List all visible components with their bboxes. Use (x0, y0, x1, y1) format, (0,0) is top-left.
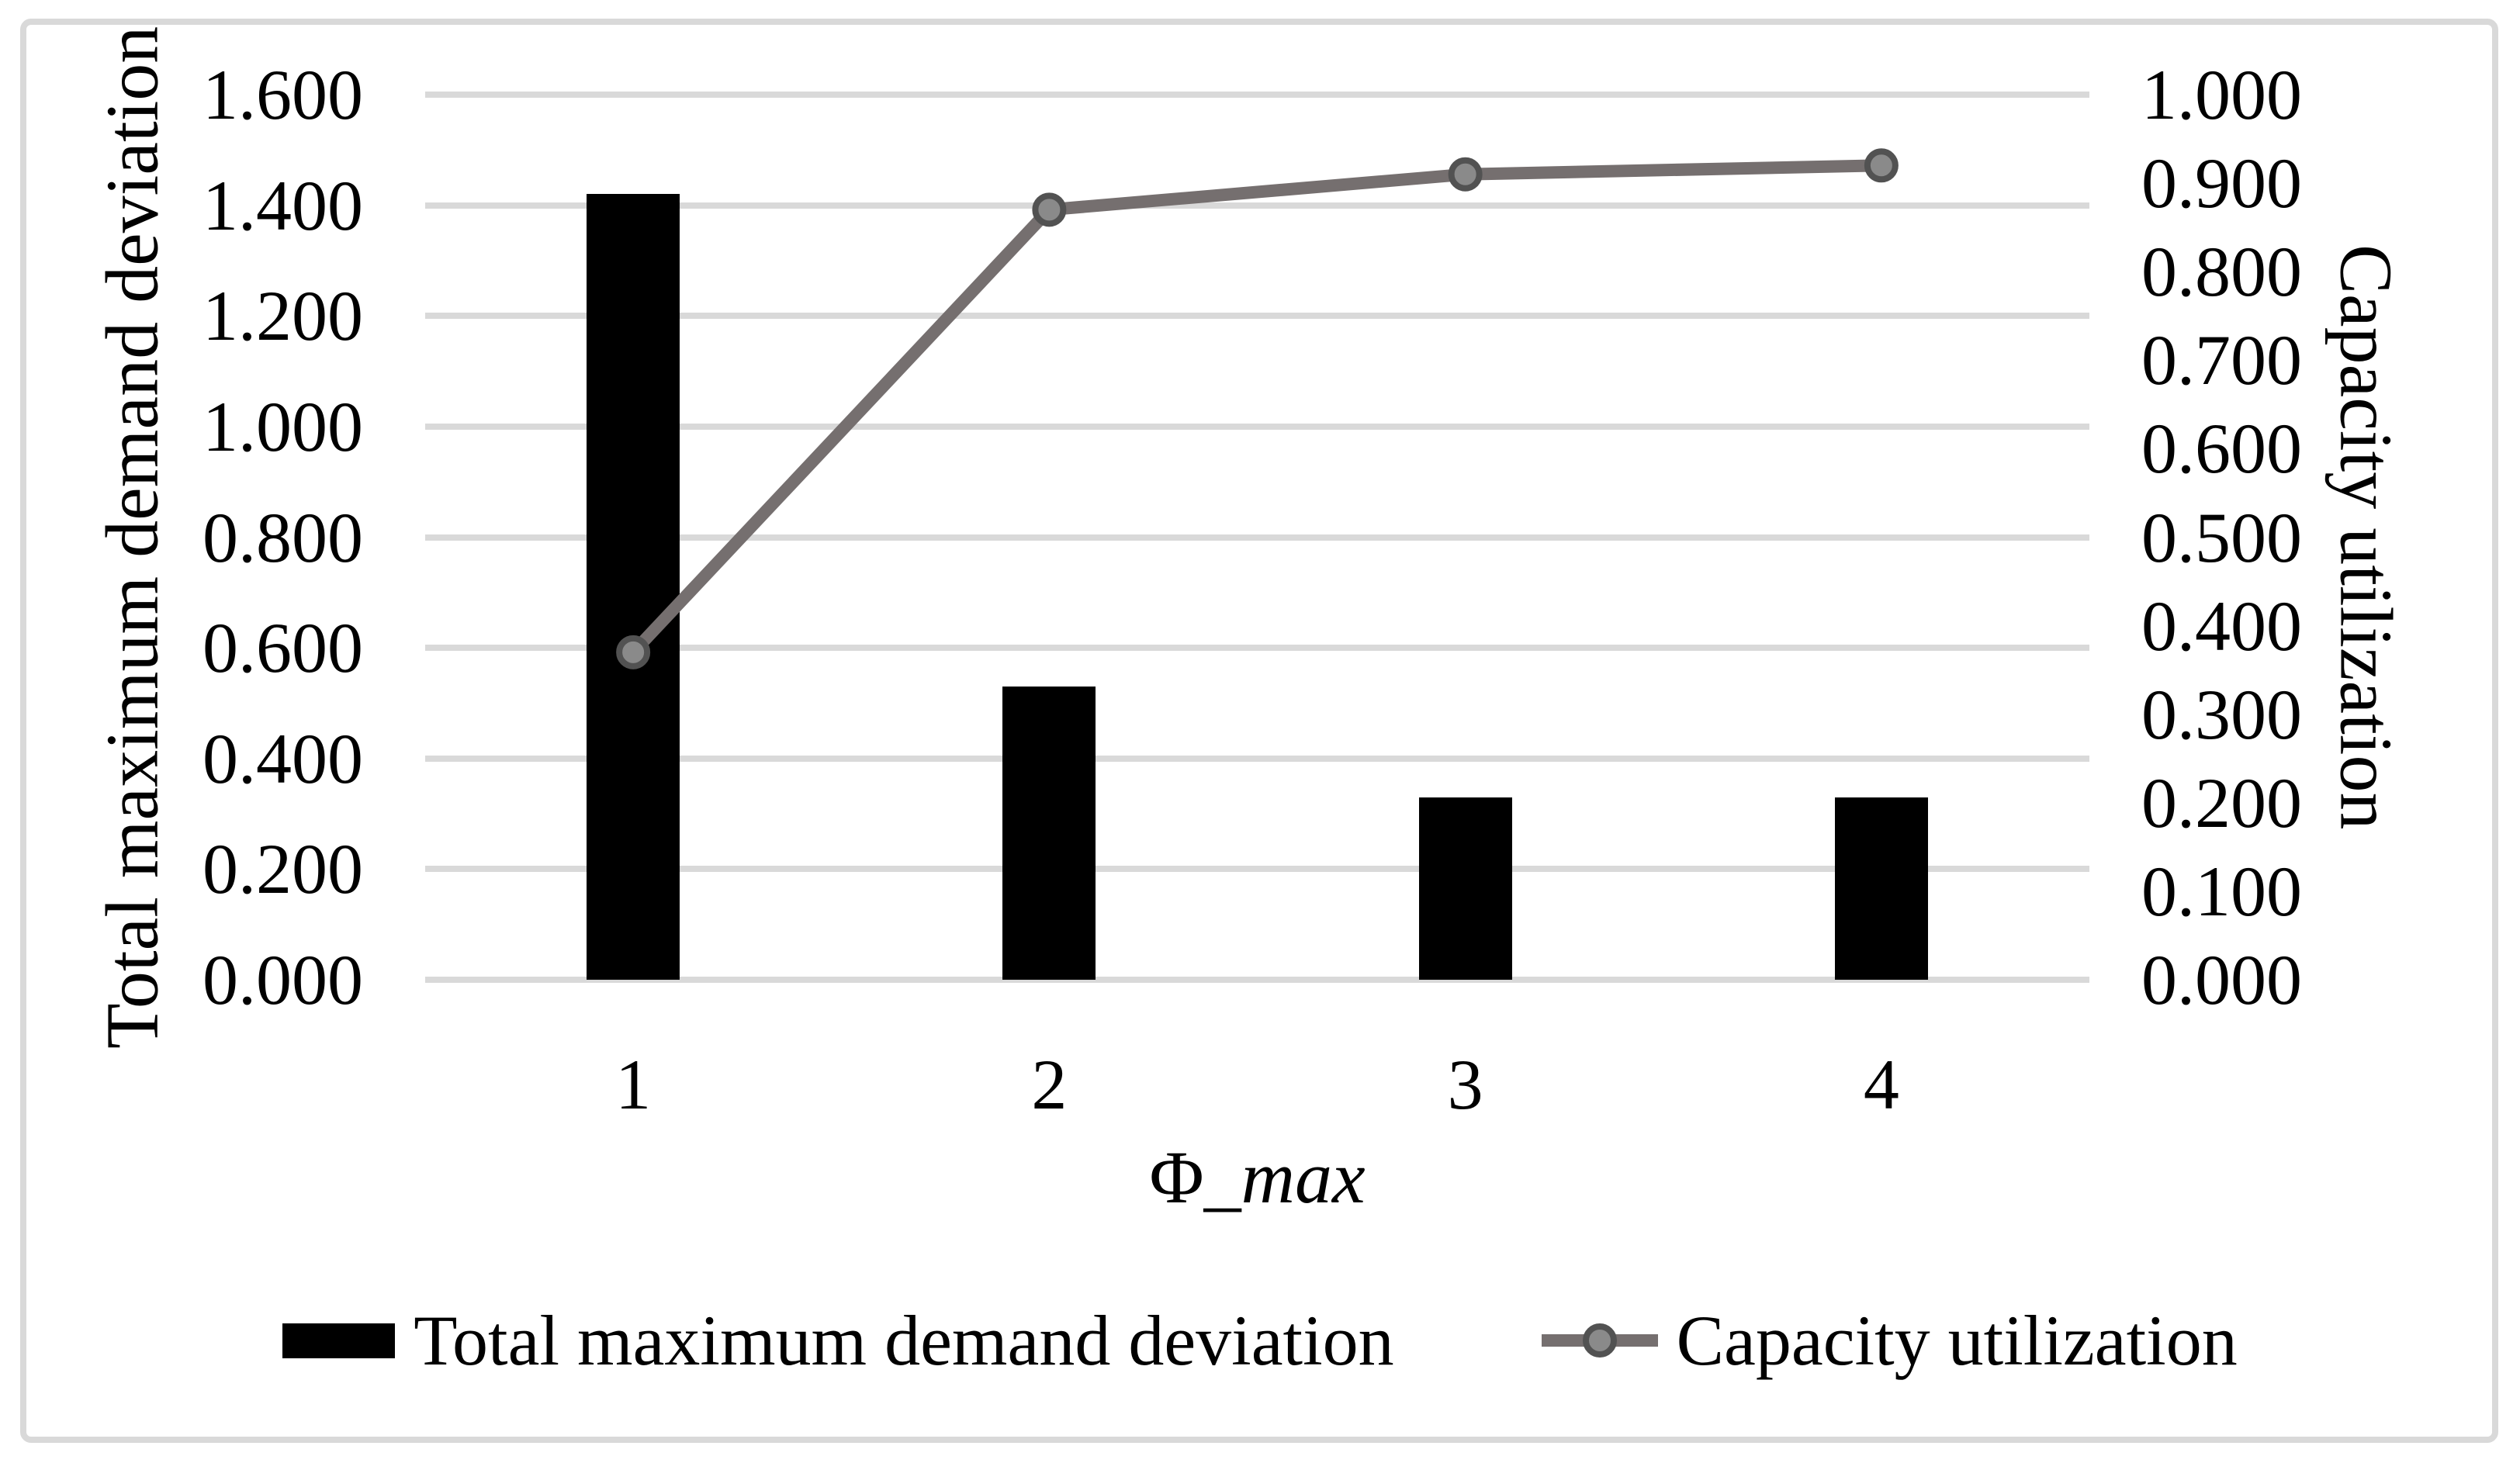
right-axis-tick-label: 0.100 (2141, 851, 2302, 931)
bar-2 (1002, 687, 1096, 980)
gridline (425, 423, 2089, 430)
gridline (425, 977, 2089, 983)
legend-label-demand-deviation: Total maximum demand deviation (414, 1301, 1394, 1380)
bar-4 (1834, 797, 1928, 980)
right-axis-tick-label: 0.800 (2141, 232, 2302, 312)
line-marker-4 (1864, 148, 1899, 183)
gridline (425, 645, 2089, 652)
x-axis-tick-label: 1 (615, 1045, 652, 1124)
legend-label-capacity-utilization: Capacity utilization (1676, 1301, 2238, 1380)
x-axis-tick-label: 3 (1447, 1045, 1483, 1124)
right-axis-tick-label: 0.000 (2141, 940, 2302, 1019)
left-axis-tick-label: 0.600 (202, 608, 363, 688)
left-axis-tick-label: 0.200 (202, 829, 363, 909)
right-axis-tick-label: 0.200 (2141, 763, 2302, 842)
x-axis-tick-label: 4 (1863, 1045, 1899, 1124)
left-axis-tick-label: 1.000 (202, 386, 363, 466)
legend-item-capacity-utilization: Capacity utilization (1541, 1294, 2238, 1387)
legend-bar-swatch-icon (282, 1323, 396, 1358)
gridline (425, 92, 2089, 98)
gridline (425, 534, 2089, 541)
line-marker-3 (1448, 157, 1483, 192)
gridline (425, 866, 2089, 873)
legend-item-demand-deviation: Total maximum demand deviation (282, 1294, 1394, 1387)
left-axis-tick-label: 0.400 (202, 718, 363, 798)
right-axis-tick-label: 1.000 (2141, 55, 2302, 134)
right-axis-tick-label: 0.300 (2141, 674, 2302, 754)
legend: Total maximum demand deviation Capacity … (0, 1294, 2520, 1387)
x-axis-title: Φ_max (425, 1131, 2089, 1224)
left-axis-tick-label: 0.000 (202, 940, 363, 1019)
x-axis-title-italic: max (1241, 1136, 1366, 1219)
gridline (425, 202, 2089, 209)
right-axis-tick-label: 0.400 (2141, 586, 2302, 666)
gridline (425, 313, 2089, 320)
right-axis-tick-label: 0.700 (2141, 320, 2302, 400)
left-axis-tick-label: 0.800 (202, 497, 363, 577)
capacity-utilization-line (628, 159, 1882, 657)
right-axis-title: Capacity utilization (2324, 244, 2408, 830)
legend-line-marker-swatch-icon (1541, 1323, 1658, 1358)
bar-1 (587, 194, 680, 980)
x-axis-title-symbol: Φ_ (1149, 1136, 1241, 1219)
left-axis-tick-label: 1.400 (202, 165, 363, 245)
line-marker-2 (1032, 192, 1067, 227)
x-axis-tick-label: 2 (1031, 1045, 1068, 1124)
bar-3 (1418, 797, 1512, 980)
left-axis-tick-label: 1.200 (202, 276, 363, 356)
gridline (425, 755, 2089, 762)
chart-border-frame (20, 19, 2498, 1443)
line-marker-1 (616, 635, 651, 669)
line-series-capacity-utilization (616, 148, 1899, 669)
right-axis-tick-label: 0.600 (2141, 409, 2302, 489)
left-axis-tick-label: 1.600 (202, 55, 363, 134)
right-axis-tick-label: 0.500 (2141, 497, 2302, 577)
plot-area (425, 92, 2089, 983)
right-axis-tick-label: 0.900 (2141, 144, 2302, 223)
